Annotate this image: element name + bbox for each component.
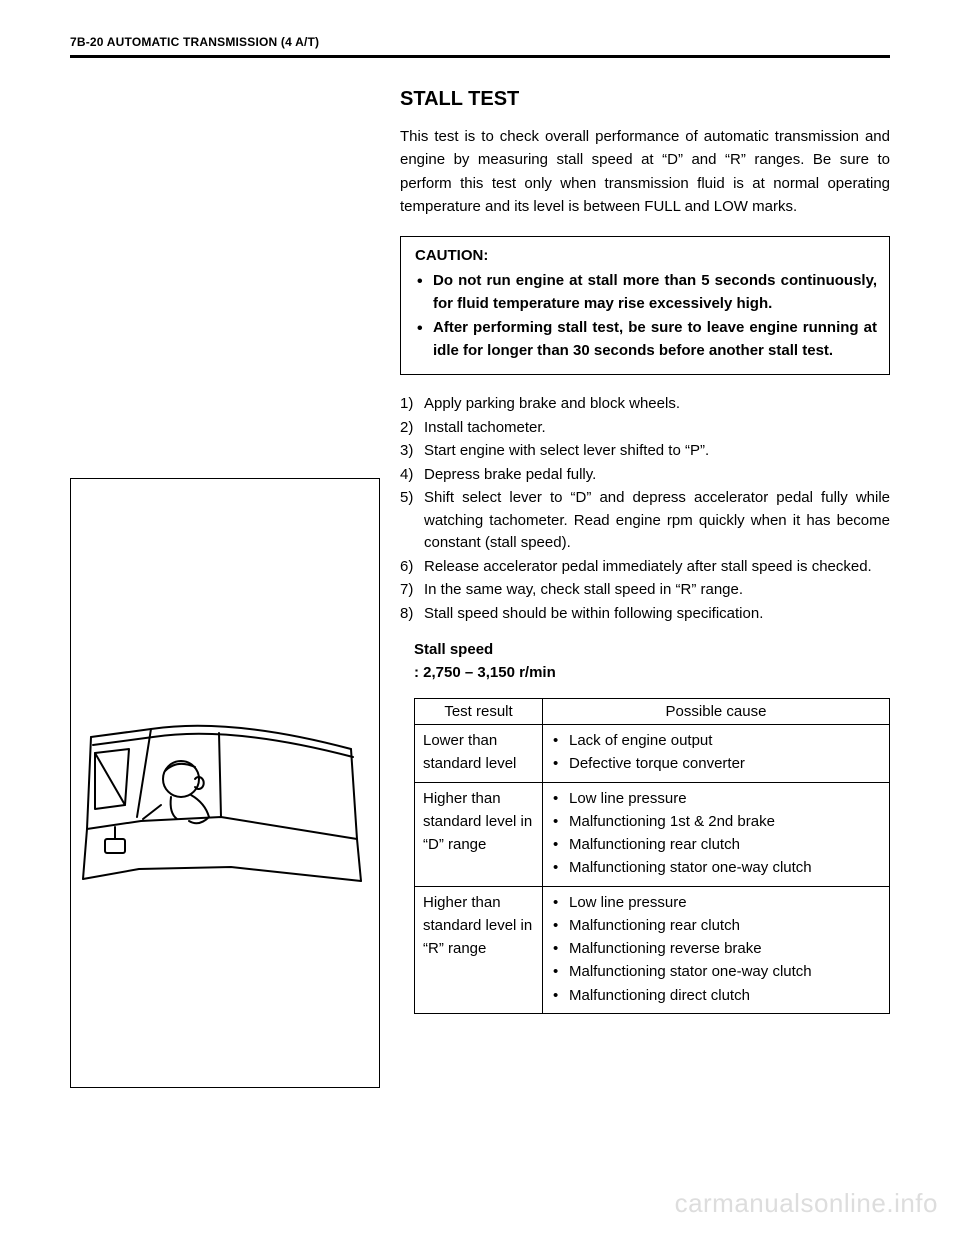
step-item: 4)Depress brake pedal fully.: [400, 464, 890, 487]
page-header: 7B-20 AUTOMATIC TRANSMISSION (4 A/T): [70, 35, 890, 55]
step-item: 3)Start engine with select lever shifted…: [400, 440, 890, 463]
procedure-steps: 1)Apply parking brake and block wheels. …: [400, 393, 890, 625]
header-rule: [70, 55, 890, 58]
step-item: 2)Install tachometer.: [400, 417, 890, 440]
step-item: 1)Apply parking brake and block wheels.: [400, 393, 890, 416]
two-column-layout: STALL TEST This test is to check overall…: [70, 88, 890, 1014]
cause-item: Defective torque converter: [551, 752, 881, 775]
cause-cell: Low line pressure Malfunctioning 1st & 2…: [543, 782, 890, 886]
section-title: STALL TEST: [400, 88, 890, 111]
spec-block: Stall speed : 2,750 – 3,150 r/min: [400, 639, 890, 684]
cause-item: Malfunctioning 1st & 2nd brake: [551, 810, 881, 833]
cause-cell: Low line pressure Malfunctioning rear cl…: [543, 886, 890, 1013]
cause-item: Malfunctioning rear clutch: [551, 833, 881, 856]
step-item: 7)In the same way, check stall speed in …: [400, 579, 890, 602]
cause-item: Malfunctioning direct clutch: [551, 984, 881, 1007]
page-content: 7B-20 AUTOMATIC TRANSMISSION (4 A/T): [70, 35, 890, 1014]
right-column: STALL TEST This test is to check overall…: [395, 88, 890, 1014]
table-row: Lower than standard level Lack of engine…: [415, 725, 890, 783]
step-text: Start engine with select lever shifted t…: [424, 442, 709, 459]
cause-item: Malfunctioning stator one-way clutch: [551, 960, 881, 983]
cause-item: Low line pressure: [551, 787, 881, 810]
step-text: Shift select lever to “D” and depress ac…: [424, 489, 890, 551]
caution-item: After performing stall test, be sure to …: [415, 317, 877, 362]
step-item: 5)Shift select lever to “D” and depress …: [400, 487, 890, 555]
caution-list: Do not run engine at stall more than 5 s…: [415, 270, 877, 362]
cause-item: Lack of engine output: [551, 729, 881, 752]
result-cell: Higher than standard level in “R” range: [415, 886, 543, 1013]
caution-box: CAUTION: Do not run engine at stall more…: [400, 236, 890, 375]
table-row: Higher than standard level in “R” range …: [415, 886, 890, 1013]
result-cell: Lower than standard level: [415, 725, 543, 783]
cause-item: Malfunctioning rear clutch: [551, 914, 881, 937]
cause-cell: Lack of engine output Defective torque c…: [543, 725, 890, 783]
cause-item: Low line pressure: [551, 891, 881, 914]
table-header: Possible cause: [543, 699, 890, 725]
watermark-text: carmanualsonline.info: [675, 1188, 938, 1219]
step-text: Stall speed should be within following s…: [424, 605, 763, 622]
result-table: Test result Possible cause Lower than st…: [414, 698, 890, 1014]
cause-item: Malfunctioning stator one-way clutch: [551, 856, 881, 879]
spec-value: : 2,750 – 3,150 r/min: [414, 662, 890, 685]
spec-label: Stall speed: [414, 639, 890, 662]
table-row: Higher than standard level in “D” range …: [415, 782, 890, 886]
result-cell: Higher than standard level in “D” range: [415, 782, 543, 886]
figure-frame: [70, 478, 380, 1088]
table-header: Test result: [415, 699, 543, 725]
left-column: [70, 88, 395, 1014]
step-text: In the same way, check stall speed in “R…: [424, 581, 743, 598]
intro-paragraph: This test is to check overall performanc…: [400, 125, 890, 218]
step-text: Apply parking brake and block wheels.: [424, 395, 680, 412]
step-text: Install tachometer.: [424, 419, 546, 436]
caution-label: CAUTION:: [415, 247, 877, 264]
cause-item: Malfunctioning reverse brake: [551, 937, 881, 960]
vehicle-driver-illustration: [81, 709, 371, 909]
step-item: 8)Stall speed should be within following…: [400, 603, 890, 626]
step-text: Depress brake pedal fully.: [424, 466, 596, 483]
step-text: Release accelerator pedal immediately af…: [424, 558, 872, 575]
step-item: 6)Release accelerator pedal immediately …: [400, 556, 890, 579]
caution-item: Do not run engine at stall more than 5 s…: [415, 270, 877, 315]
